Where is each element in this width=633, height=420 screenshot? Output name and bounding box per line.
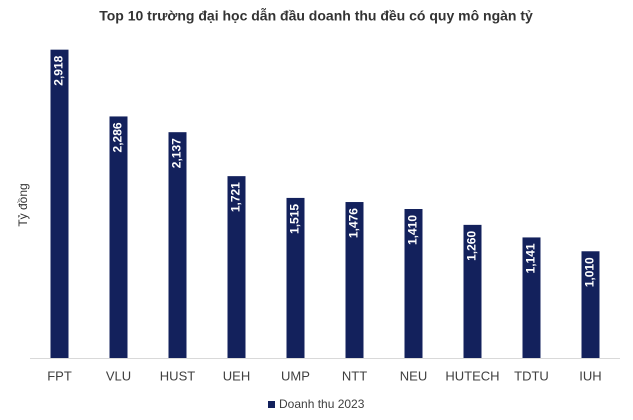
data-label: 1,476 bbox=[347, 208, 361, 238]
bar bbox=[227, 176, 246, 358]
data-label: 2,918 bbox=[52, 55, 66, 85]
data-label: 1,010 bbox=[583, 257, 597, 287]
data-label: 1,515 bbox=[288, 204, 302, 234]
legend-label: Doanh thu 2023 bbox=[279, 397, 365, 411]
bar bbox=[581, 251, 600, 358]
bar bbox=[522, 237, 541, 358]
legend-swatch bbox=[268, 401, 275, 408]
y-axis-label: Tỷ đồng bbox=[16, 183, 30, 226]
bar bbox=[286, 197, 305, 358]
x-tick-label: IUH bbox=[579, 368, 601, 383]
x-tick-label: HUST bbox=[160, 368, 195, 383]
x-tick-label: HUTECH bbox=[445, 368, 499, 383]
x-tick-label: NEU bbox=[400, 368, 427, 383]
bar bbox=[50, 49, 69, 358]
data-label: 2,137 bbox=[170, 138, 184, 168]
x-tick-label: NTT bbox=[342, 368, 367, 383]
bar bbox=[345, 202, 364, 358]
bar bbox=[109, 116, 128, 358]
data-label: 2,286 bbox=[111, 122, 125, 152]
x-tick-label: VLU bbox=[106, 368, 131, 383]
bar bbox=[404, 209, 423, 358]
x-tick-label: FPT bbox=[47, 368, 72, 383]
data-label: 1,260 bbox=[465, 231, 479, 261]
data-label: 1,721 bbox=[229, 182, 243, 212]
bar bbox=[463, 224, 482, 358]
x-tick-label: UEH bbox=[223, 368, 250, 383]
x-tick-label: UMP bbox=[281, 368, 310, 383]
data-label: 1,410 bbox=[406, 215, 420, 245]
bar bbox=[168, 132, 187, 358]
data-label: 1,141 bbox=[524, 243, 538, 273]
chart-title: Top 10 trường đại học dẫn đầu doanh thu … bbox=[99, 8, 533, 24]
x-tick-label: TDTU bbox=[514, 368, 549, 383]
